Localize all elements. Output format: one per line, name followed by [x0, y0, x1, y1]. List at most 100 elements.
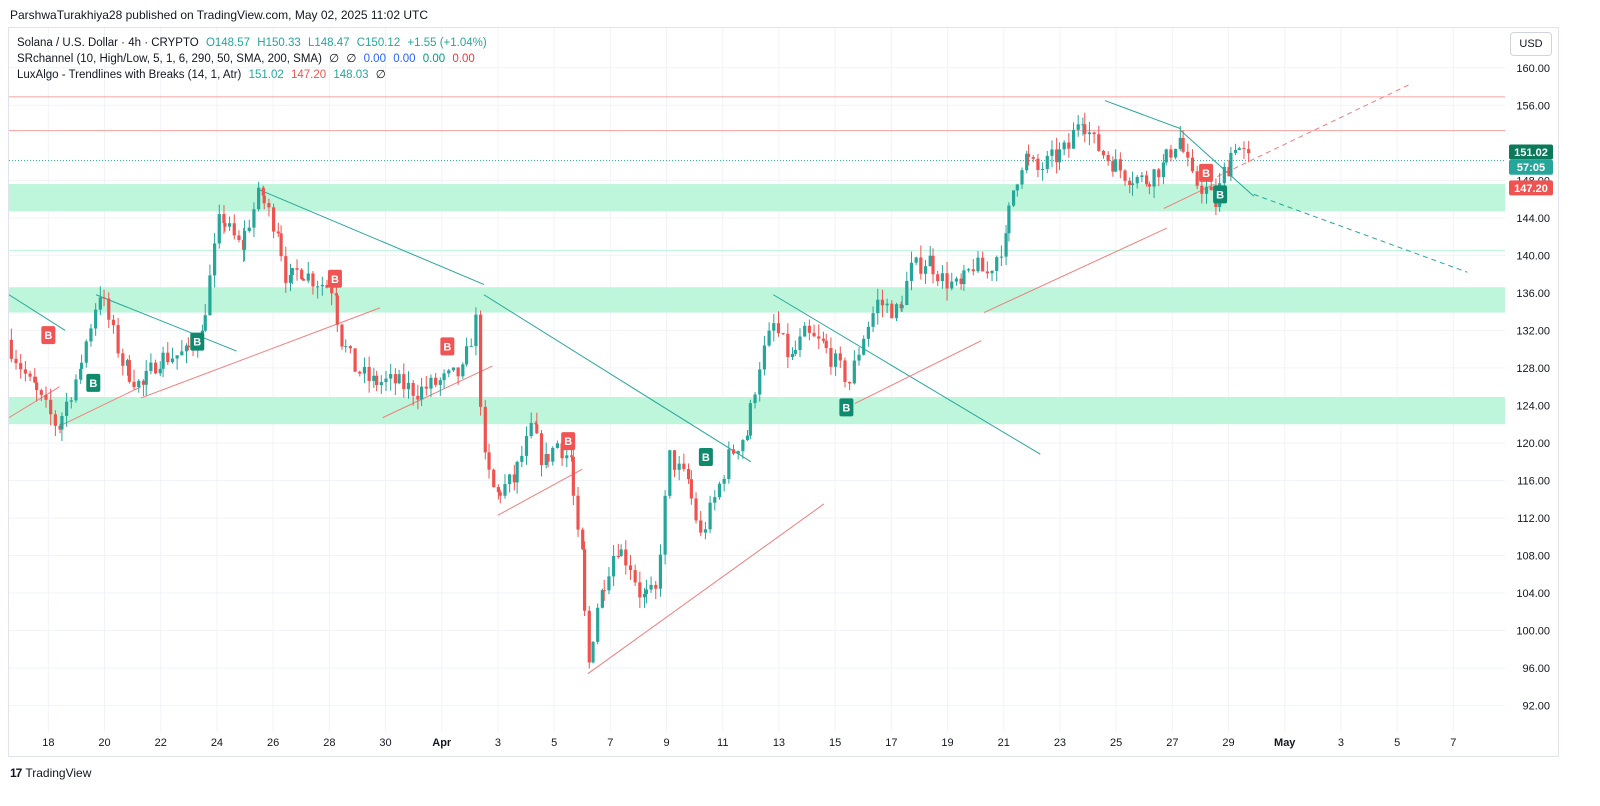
candle-up — [940, 273, 944, 282]
candle-up — [767, 330, 771, 346]
candle-up — [600, 590, 604, 608]
candle-up — [990, 270, 994, 274]
candle-up — [1233, 149, 1238, 153]
candle-up — [727, 449, 731, 479]
marker-label: B — [564, 436, 572, 448]
grid-lines — [9, 28, 1505, 732]
time-tick-label: 28 — [323, 737, 335, 749]
candle-down — [295, 268, 299, 270]
candle-up — [999, 256, 1003, 258]
price-tag — [1509, 144, 1553, 160]
trendline — [1180, 130, 1255, 197]
candle-up — [914, 257, 918, 263]
candle-up — [976, 257, 980, 272]
candle-up — [1087, 132, 1092, 135]
candle-down — [267, 203, 271, 208]
candle-up — [962, 270, 966, 285]
indicator-value: 148.03 — [333, 69, 369, 81]
indicator-value: ∅ — [329, 53, 340, 65]
candle-up — [857, 354, 861, 361]
candles — [9, 112, 1251, 669]
candle-down — [1200, 185, 1204, 194]
candle-down — [1118, 159, 1122, 171]
candle-down — [102, 297, 106, 299]
candle-up — [1164, 149, 1168, 163]
indicator-row-srchannel[interactable]: SRchannel (10, High/Low, 5, 1, 6, 290, 5… — [17, 51, 487, 67]
chart-frame — [8, 27, 1559, 757]
candle-up — [642, 594, 647, 598]
time-tick-label: 30 — [379, 737, 391, 749]
marker-label: B — [193, 337, 201, 349]
candle-up — [803, 325, 807, 337]
candle-up — [184, 345, 189, 352]
candle-down — [546, 454, 550, 462]
candle-down — [262, 195, 266, 204]
indicator-name: SRchannel (10, High/Low, 5, 1, 6, 290, 5… — [17, 53, 322, 65]
marker-label: B — [1202, 168, 1210, 180]
candle-up — [1004, 233, 1008, 257]
candle-down — [1186, 151, 1190, 158]
tradingview-logo[interactable]: 17 TradingView — [10, 766, 91, 780]
candle-up — [1174, 148, 1178, 158]
time-tick-label: 9 — [663, 737, 669, 749]
candle-down — [434, 377, 438, 385]
candle-down — [1169, 149, 1173, 158]
candle-up — [900, 304, 904, 309]
candle-up — [69, 400, 73, 402]
break-down-marker — [41, 326, 56, 345]
indicator-value: 151.02 — [248, 69, 284, 81]
candle-down — [111, 319, 116, 326]
time-tick-label: 19 — [941, 737, 953, 749]
tradingview-logo-mark: 17 — [10, 766, 22, 780]
candle-down — [279, 233, 283, 257]
candle-down — [1067, 142, 1071, 149]
indicator-name: LuxAlgo - Trendlines with Breaks (14, 1,… — [17, 69, 242, 81]
currency-button[interactable]: USD — [1510, 32, 1552, 56]
price-labels: 151.02 57:05 147.20 — [1509, 144, 1553, 196]
candle-up — [84, 341, 88, 363]
ohlc-close: C150.12 — [356, 37, 401, 49]
break-up-marker — [1213, 185, 1228, 204]
candle-up — [227, 223, 232, 227]
candle-up — [1045, 155, 1049, 169]
candle-up — [668, 450, 672, 496]
candle-down — [1181, 137, 1185, 152]
symbol-row: Solana / U.S. Dollar · 4h · CRYPTO O148.… — [17, 35, 487, 51]
candle-down — [402, 374, 406, 390]
candle-down — [1157, 169, 1161, 178]
time-tick-label: 7 — [1450, 737, 1456, 749]
candle-down — [311, 273, 315, 287]
trendline — [497, 468, 583, 516]
trendline — [983, 227, 1167, 314]
price-tick-label: 100.00 — [1516, 626, 1550, 638]
candle-down — [638, 582, 642, 598]
candle-up — [866, 326, 870, 339]
candle-down — [153, 362, 158, 374]
candle-down — [1144, 175, 1149, 185]
candle-down — [512, 474, 516, 483]
candle-up — [1229, 152, 1233, 177]
candle-down — [786, 333, 790, 358]
candle-up — [1140, 175, 1144, 178]
trendline — [1253, 193, 1468, 273]
candle-up — [389, 374, 393, 379]
candle-down — [571, 456, 575, 496]
time-tick-label: 13 — [773, 737, 785, 749]
price-tick-label: 156.00 — [1516, 100, 1550, 112]
candle-down — [654, 584, 658, 589]
ohlc-change: +1.55 (+1.04%) — [407, 37, 487, 49]
candle-up — [1081, 124, 1085, 126]
candle-up — [252, 209, 256, 228]
candle-up — [1204, 186, 1209, 194]
candle-down — [132, 381, 136, 388]
candle-up — [745, 435, 750, 441]
candle-down — [821, 338, 826, 341]
candle-down — [411, 382, 415, 396]
indicator-row-luxalgo[interactable]: LuxAlgo - Trendlines with Breaks (14, 1,… — [17, 67, 487, 83]
candle-up — [316, 286, 320, 288]
horizontal-levels — [9, 96, 1505, 252]
candle-down — [776, 323, 781, 334]
candle-down — [166, 352, 170, 363]
candle-up — [161, 352, 165, 369]
